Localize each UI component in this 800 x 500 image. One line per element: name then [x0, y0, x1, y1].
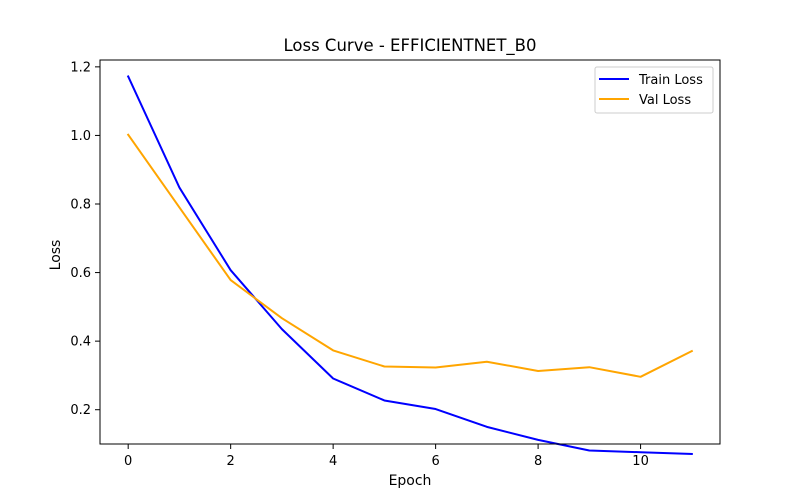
- chart-title: Loss Curve - EFFICIENTNET_B0: [284, 36, 537, 56]
- y-tick-label: 0.6: [70, 266, 91, 281]
- x-tick-label: 8: [534, 454, 542, 469]
- y-tick-label: 1.2: [70, 60, 91, 75]
- y-tick-label: 0.2: [70, 403, 91, 418]
- x-tick-label: 10: [632, 454, 649, 469]
- x-tick-label: 4: [329, 454, 337, 469]
- x-tick-label: 6: [431, 454, 439, 469]
- legend-label-train-loss: Train Loss: [638, 73, 703, 88]
- x-axis-label: Epoch: [389, 473, 432, 489]
- y-axis-label: Loss: [48, 240, 64, 271]
- axes-frame: [99, 59, 721, 445]
- y-tick-label: 0.8: [70, 198, 91, 213]
- series-line-train-loss: [126, 75, 693, 455]
- y-tick-label: 1.0: [70, 129, 91, 144]
- y-tick-label: 0.4: [70, 335, 91, 350]
- series-line-val-loss: [126, 133, 694, 378]
- x-tick-label: 2: [227, 454, 235, 469]
- plot-area: 0 2 4 6 8 10 0.2 0.4 0.6 0.8 1.0 1.2: [70, 59, 721, 469]
- legend-label-val-loss: Val Loss: [639, 93, 691, 108]
- x-tick-label: 0: [124, 454, 132, 469]
- legend: Train Loss Val Loss: [594, 66, 714, 114]
